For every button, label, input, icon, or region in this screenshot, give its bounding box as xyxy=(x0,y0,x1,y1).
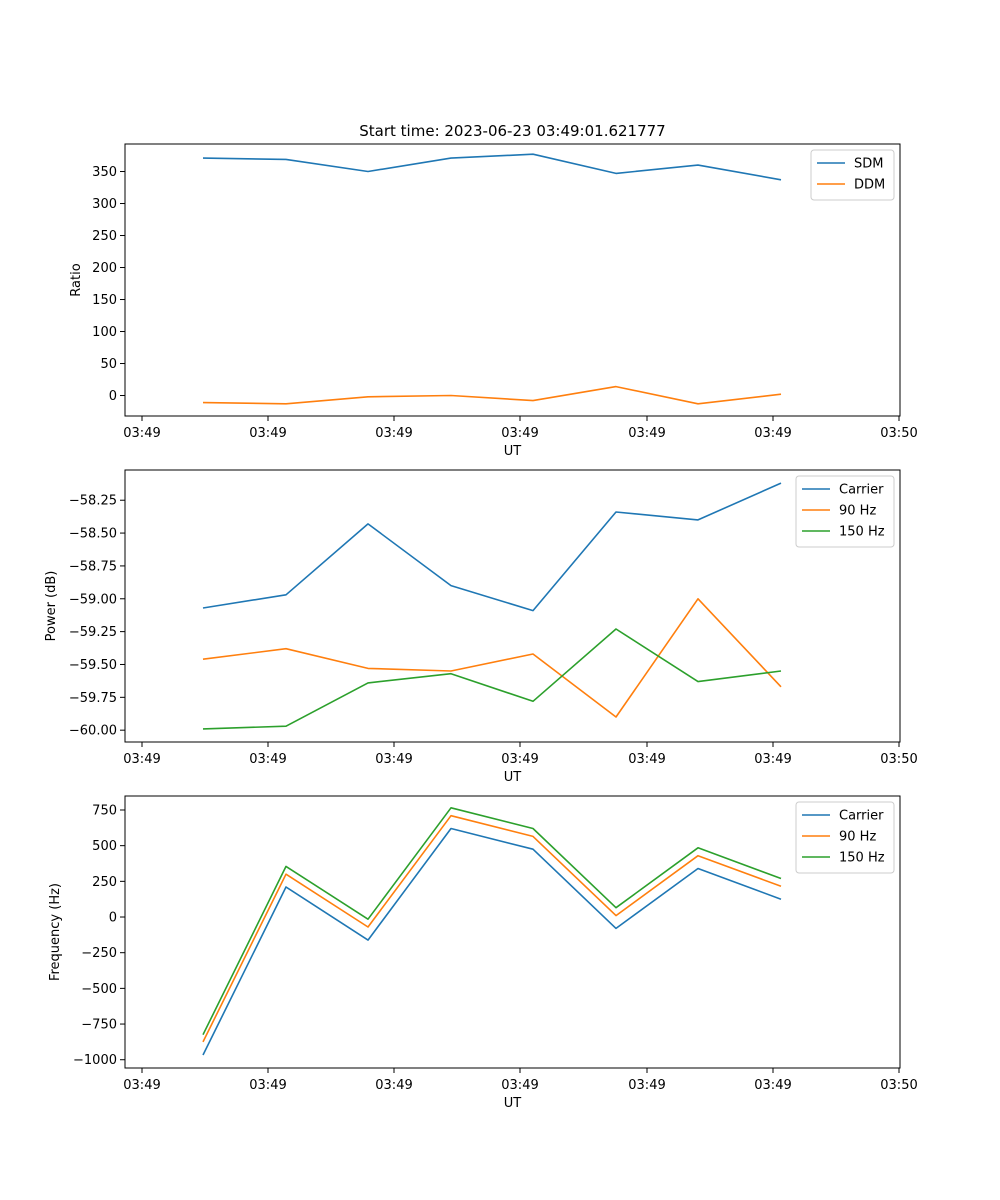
series-line-90-hz xyxy=(202,597,782,718)
plot-frame xyxy=(124,469,901,743)
y-tick-label: −60.00 xyxy=(69,724,117,739)
chart-title: Start time: 2023-06-23 03:49:01.621777 xyxy=(359,122,665,140)
y-tick-label: 150 xyxy=(92,293,117,308)
y-tick-label: −58.25 xyxy=(69,494,117,509)
x-tick-label: 03:49 xyxy=(628,1078,665,1093)
x-tick-label: 03:49 xyxy=(628,426,665,441)
legend-box xyxy=(795,801,895,874)
x-tick-label: 03:49 xyxy=(375,426,412,441)
plot-panel-1: 03:49 03:49 03:49 03:49 03:49 03:49 03:50 0 50 10… xyxy=(69,143,918,459)
legend-entry: 90 Hz xyxy=(839,504,876,519)
x-axis-label: UT xyxy=(504,1096,522,1111)
x-tick-label: 03:49 xyxy=(375,1078,412,1093)
series-line-150-hz xyxy=(202,806,782,1036)
legend-entry: 150 Hz xyxy=(839,851,885,866)
x-tick-label: 03:49 xyxy=(754,752,791,767)
x-tick-label: 03:50 xyxy=(880,426,917,441)
x-axis-label: UT xyxy=(504,770,522,785)
y-tick-label: 200 xyxy=(92,261,117,276)
plot-frame xyxy=(124,795,901,1069)
y-tick-label: 50 xyxy=(100,357,117,372)
y-tick-label: 100 xyxy=(92,325,117,340)
series-line-carrier xyxy=(202,482,782,612)
y-tick-label: −59.25 xyxy=(69,625,117,640)
legend-entry: 90 Hz xyxy=(839,830,876,845)
legend-entry: Carrier xyxy=(839,809,884,824)
y-tick-label: 500 xyxy=(92,839,117,854)
x-tick-label: 03:49 xyxy=(754,426,791,441)
y-tick-label: 350 xyxy=(92,165,117,180)
x-axis-label: UT xyxy=(504,444,522,459)
y-axis-label: Frequency (Hz) xyxy=(48,883,63,981)
legend: Carrier 90 Hz 150 Hz xyxy=(795,801,895,874)
x-tick-label: 03:49 xyxy=(501,752,538,767)
y-tick-label: −59.75 xyxy=(69,691,117,706)
legend-box xyxy=(795,475,895,548)
series-line-90-hz xyxy=(202,814,782,1043)
y-tick-label: 750 xyxy=(92,803,117,818)
legend: SDM DDM xyxy=(810,149,895,201)
y-tick-label: 0 xyxy=(109,911,117,926)
y-tick-label: 0 xyxy=(109,389,117,404)
plot-panel-3: 03:49 03:49 03:49 03:49 03:49 03:49 03:50 −1000… xyxy=(48,795,918,1111)
y-tick-label: 250 xyxy=(92,875,117,890)
plot-panel-2: 03:49 03:49 03:49 03:49 03:49 03:49 03:50 −60.0… xyxy=(44,469,918,785)
y-tick-label: −1000 xyxy=(73,1053,117,1068)
legend: Carrier 90 Hz 150 Hz xyxy=(795,475,895,548)
x-tick-label: 03:50 xyxy=(880,1078,917,1093)
x-tick-label: 03:50 xyxy=(880,752,917,767)
x-tick-label: 03:49 xyxy=(628,752,665,767)
y-axis-label: Ratio xyxy=(69,263,84,296)
y-tick-label: −750 xyxy=(81,1018,117,1033)
series-line-carrier xyxy=(202,827,782,1056)
y-tick-label: −58.75 xyxy=(69,559,117,574)
series-line-ddm xyxy=(202,385,782,405)
legend-entry: SDM xyxy=(854,157,883,172)
y-tick-label: 250 xyxy=(92,229,117,244)
x-tick-label: 03:49 xyxy=(123,426,160,441)
y-tick-label: 300 xyxy=(92,197,117,212)
legend-entry: Carrier xyxy=(839,483,884,498)
legend-entry: 150 Hz xyxy=(839,525,885,540)
legend-entry: DDM xyxy=(854,178,885,193)
x-tick-label: 03:49 xyxy=(249,1078,286,1093)
series-line-150-hz xyxy=(202,628,782,730)
series-line-sdm xyxy=(202,153,782,181)
x-tick-label: 03:49 xyxy=(501,426,538,441)
y-tick-label: −59.00 xyxy=(69,592,117,607)
y-tick-label: −250 xyxy=(81,946,117,961)
y-axis-label: Power (dB) xyxy=(44,571,59,642)
y-tick-label: −500 xyxy=(81,982,117,997)
x-tick-label: 03:49 xyxy=(249,752,286,767)
x-tick-label: 03:49 xyxy=(375,752,412,767)
y-tick-label: −59.50 xyxy=(69,658,117,673)
x-tick-label: 03:49 xyxy=(249,426,286,441)
x-tick-label: 03:49 xyxy=(754,1078,791,1093)
x-tick-label: 03:49 xyxy=(501,1078,538,1093)
y-tick-label: −58.50 xyxy=(69,527,117,542)
x-tick-label: 03:49 xyxy=(123,752,160,767)
x-tick-label: 03:49 xyxy=(123,1078,160,1093)
plot-frame xyxy=(124,143,901,417)
